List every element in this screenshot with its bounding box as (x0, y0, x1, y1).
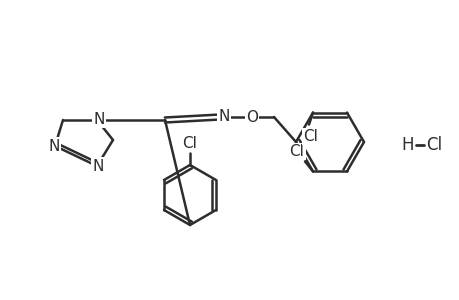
Text: Cl: Cl (303, 129, 318, 144)
Text: O: O (246, 110, 257, 124)
Text: N: N (92, 158, 103, 173)
Text: N: N (218, 109, 229, 124)
Text: Cl: Cl (289, 144, 304, 159)
Text: N: N (48, 139, 60, 154)
Text: H: H (401, 136, 414, 154)
Text: Cl: Cl (425, 136, 441, 154)
Text: Cl: Cl (182, 136, 197, 151)
Text: N: N (93, 112, 105, 127)
